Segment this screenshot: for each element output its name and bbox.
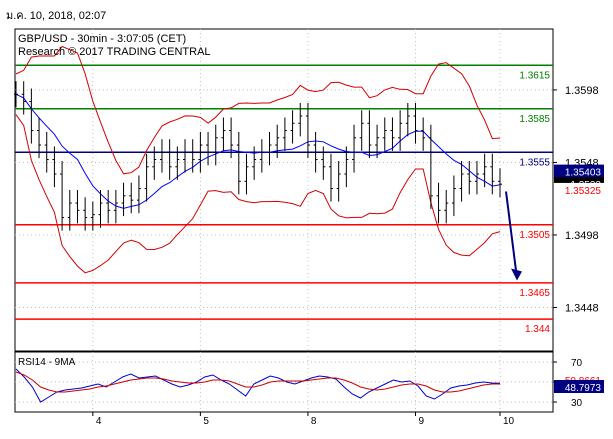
- forecast-arrow: [505, 191, 518, 279]
- price-label-ma-bg: [554, 164, 604, 178]
- rsi-tick-label: 30: [571, 398, 583, 409]
- price-panel: [14, 28, 554, 352]
- level-label: 1.3555: [519, 157, 550, 168]
- moving-average-line: [15, 93, 501, 209]
- level-label: 1.3505: [519, 230, 550, 241]
- bollinger-upper: [15, 45, 501, 175]
- level-label: 1.3585: [519, 114, 550, 125]
- price-tick-label: 1.3598: [565, 85, 599, 97]
- rsi-line: [15, 368, 501, 403]
- price-label-bollinger: 1.35325: [565, 186, 602, 197]
- chart-date: ม.ค. 10, 2018, 02:07: [6, 10, 107, 22]
- level-label: 1.3615: [519, 70, 550, 81]
- levels-layer: 1.3615 1.3585 1.3555 1.3505 1.3465 1.344: [15, 64, 553, 335]
- date-tick-label: 5: [203, 416, 209, 427]
- rsi-layer: 705030: [15, 358, 583, 409]
- rsi-tick-label: 70: [571, 358, 583, 369]
- date-tick-label: 9: [418, 416, 424, 427]
- candles-layer: [14, 81, 522, 281]
- bands-layer: [15, 45, 501, 274]
- date-tick-label: 4: [96, 416, 102, 427]
- rsi-title: RSI14 - 9MA: [18, 357, 76, 368]
- price-tick-label: 1.3448: [565, 302, 599, 314]
- bollinger-lower: [15, 114, 501, 274]
- rsi-ma-line: [15, 371, 500, 393]
- rsi-last-label: 48.7973: [565, 383, 602, 394]
- level-label: 1.3465: [519, 288, 550, 299]
- price-label-ma: 1.35403: [565, 168, 602, 179]
- date-tick-label: 10: [503, 416, 515, 427]
- chart-subtitle: Research © 2017 TRADING CENTRAL: [18, 46, 211, 58]
- price-label-bollinger-bg: [554, 182, 604, 196]
- price-tick-label: 1.3498: [565, 230, 599, 242]
- date-tick-label: 8: [311, 416, 317, 427]
- rsi-last-label-bg: [554, 380, 604, 393]
- level-label: 1.344: [525, 324, 550, 335]
- chart-title: GBP/USD - 30min - 3:07:05 (CET): [18, 33, 186, 45]
- forecast-arrow-head: [511, 268, 522, 281]
